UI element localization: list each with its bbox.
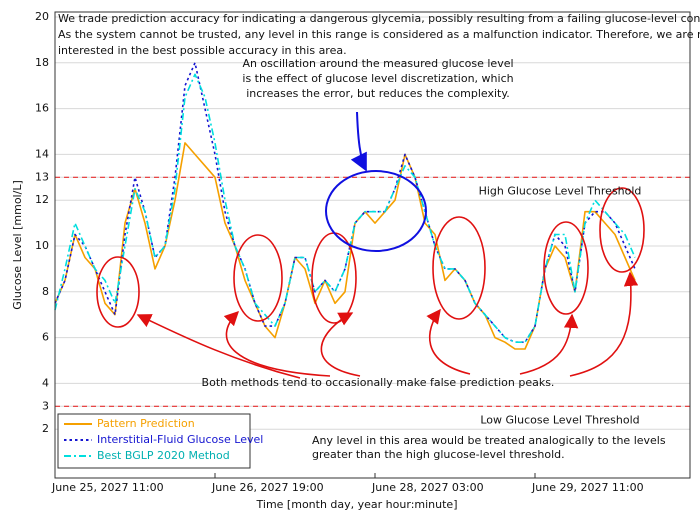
annotation: Both methods tend to occasionally make f… xyxy=(202,376,555,389)
legend: Pattern Prediction Interstitial-Fluid Glu… xyxy=(57,413,263,469)
ellipse xyxy=(233,234,283,322)
texts: Glucose Level [mmol/L] Time [month day, … xyxy=(11,10,700,511)
threshold-label: Low Glucose Level Threshold xyxy=(480,413,639,426)
annotation: interested in the best possible accuracy… xyxy=(58,44,347,57)
y-tick-label: 2 xyxy=(42,422,49,435)
arrow xyxy=(569,271,639,377)
y-tick-label: 8 xyxy=(42,285,49,298)
arrow xyxy=(320,312,361,377)
arrow xyxy=(223,310,331,377)
y-tick-label: 20 xyxy=(35,10,49,23)
ellipse xyxy=(96,256,140,328)
y-tick-label: 10 xyxy=(35,239,49,252)
annotation: is the effect of glucose level discretiz… xyxy=(242,72,513,85)
grid xyxy=(54,16,690,478)
y-tick-label: 18 xyxy=(35,56,49,69)
y-tick-label: 14 xyxy=(35,147,49,160)
y-tick-label: 6 xyxy=(42,331,49,344)
ellipse xyxy=(325,170,427,252)
y-tick-label: 3 xyxy=(42,399,49,412)
series-line xyxy=(54,73,636,343)
ellipse xyxy=(543,221,589,315)
arrow xyxy=(426,308,471,375)
arrow xyxy=(519,313,579,375)
x-axis-label: Time [month day, year hour:minute] xyxy=(256,498,458,511)
series-line xyxy=(54,62,636,343)
ellipse xyxy=(432,216,486,320)
annotation: Any level in this area would be treated … xyxy=(312,434,666,447)
y-tick-label: 4 xyxy=(42,376,49,389)
x-tick-label: June 26, 2027 19:00 xyxy=(211,481,324,494)
arrow xyxy=(350,111,367,172)
ellipse xyxy=(599,187,645,273)
highlights xyxy=(96,187,645,379)
y-axis-label: Glucose Level [mmol/L] xyxy=(11,180,24,310)
x-tick-label: June 29, 2027 11:00 xyxy=(531,481,644,494)
lines xyxy=(54,62,690,407)
legend-label: Best BGLP 2020 Method xyxy=(97,449,230,462)
annotation: We trade prediction accuracy for indicat… xyxy=(58,12,700,25)
y-tick-label: 16 xyxy=(35,102,49,115)
legend-label: Interstitial-Fluid Glucose Level xyxy=(97,433,263,446)
y-tick-label: 12 xyxy=(35,193,49,206)
y-tick-label: 13 xyxy=(35,170,49,183)
annotation: increases the error, but reduces the com… xyxy=(246,87,510,100)
annotation: An oscillation around the measured gluco… xyxy=(242,57,513,70)
plot-frame xyxy=(54,11,691,479)
threshold-label: High Glucose Level Threshold xyxy=(479,184,642,197)
legend-label: Pattern Prediction xyxy=(97,417,195,430)
x-tick-label: June 28, 2027 03:00 xyxy=(371,481,484,494)
annotation: greater than the high glucose-level thre… xyxy=(312,448,565,461)
arrow xyxy=(136,314,301,379)
x-tick-label: June 25, 2027 11:00 xyxy=(51,481,164,494)
oscillation-highlight xyxy=(325,111,427,252)
annotation: As the system cannot be trusted, any lev… xyxy=(58,28,700,41)
